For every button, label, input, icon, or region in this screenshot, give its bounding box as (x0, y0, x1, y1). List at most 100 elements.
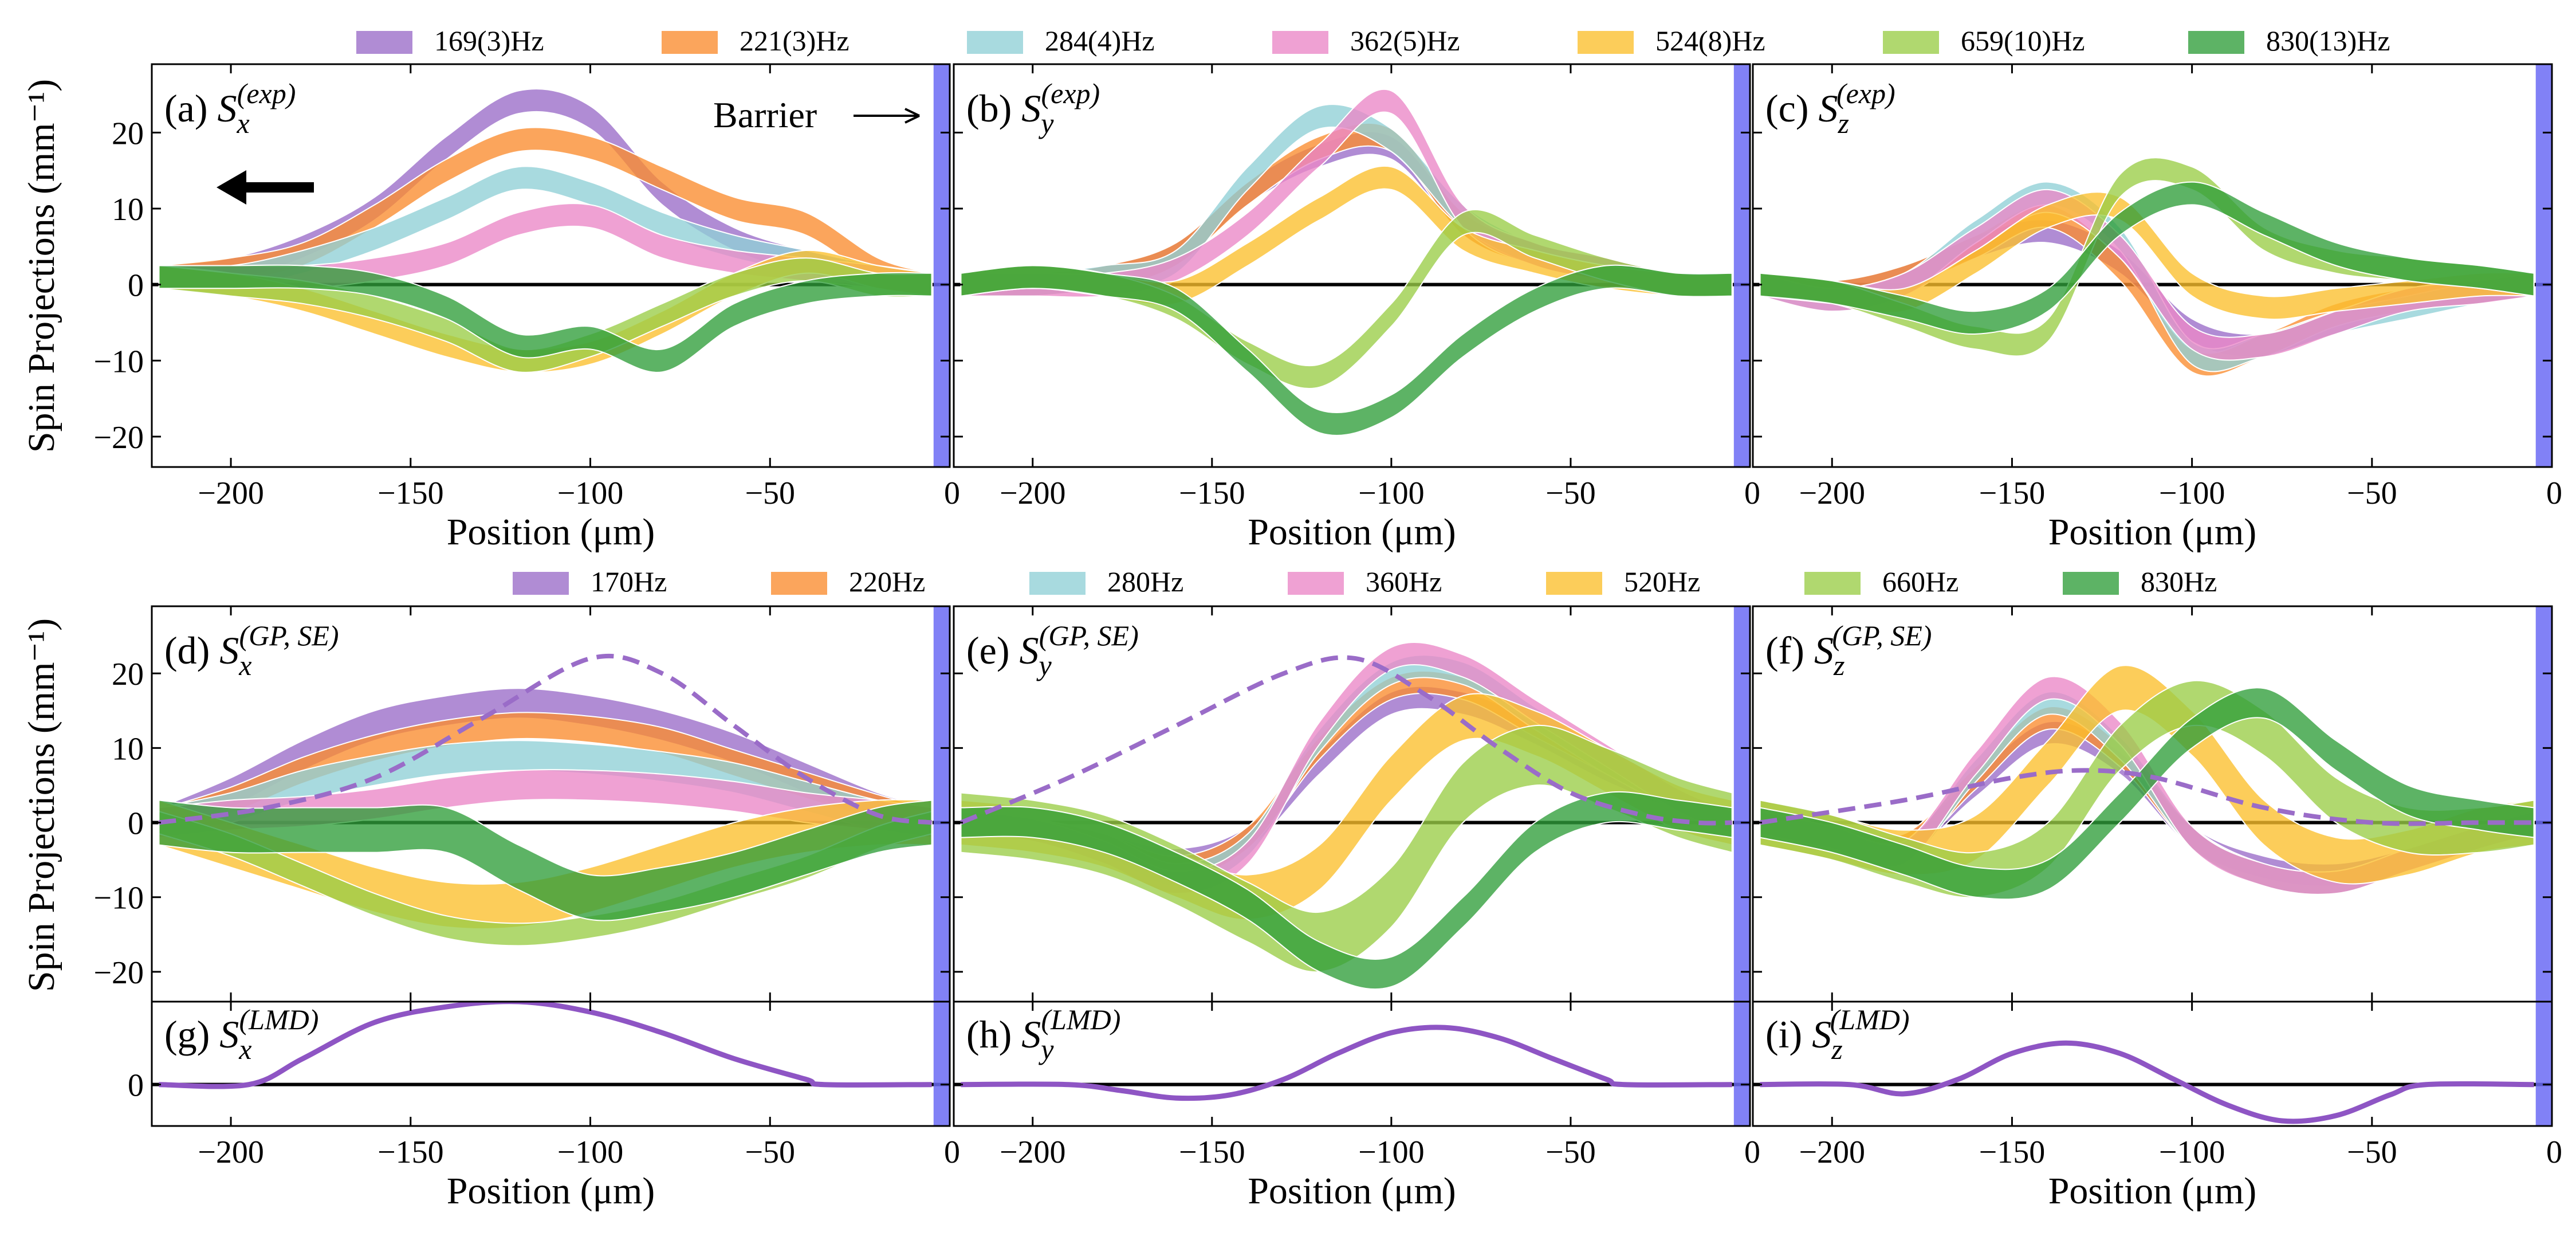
series-band-7 (158, 799, 933, 921)
legend-swatch-2 (662, 31, 718, 54)
panel-g: 0 −200 −150 −100 −50 0 Position (μm) (g) Sx(LMD… (128, 1000, 960, 1212)
xtick-label: −100 (557, 476, 624, 511)
ylabel-bottom: Spin Projections (mm⁻¹) (21, 618, 62, 992)
legend-swatch-5 (1546, 572, 1602, 595)
panel-label-c: (c) Sz(exp) (1765, 77, 1895, 139)
legend-label-1: 169(3)Hz (434, 25, 544, 57)
xtick-label: −200 (1799, 1135, 1865, 1170)
barrier-bar (2535, 1002, 2552, 1126)
panel-label-e: (e) Sy(GP, SE) (966, 619, 1139, 681)
xlabel: Position (μm) (1248, 511, 1456, 553)
legend-label-3: 280Hz (1107, 566, 1183, 598)
ytick-label: −10 (93, 344, 144, 379)
xtick-label: −150 (377, 1135, 444, 1170)
xtick-label: 0 (2546, 1135, 2562, 1170)
panel-i: −200 −150 −100 −50 0 Position (μm) (i) Sz(LMD) (1752, 1000, 2562, 1212)
reference-curve (959, 655, 1732, 826)
plot-area (159, 1002, 932, 1089)
legend-label-2: 221(3)Hz (740, 25, 850, 57)
legend-label-4: 362(5)Hz (1350, 25, 1460, 57)
ytick-label: 0 (128, 806, 144, 842)
plot-area (961, 1025, 1732, 1101)
ytick-label: 0 (128, 1068, 144, 1104)
barrier-bar (1733, 606, 1750, 1002)
panel-e: (e) Sy(GP, SE) (953, 605, 1751, 1003)
xtick-label: −50 (1545, 476, 1596, 511)
legend-bottom: 170Hz 220Hz 280Hz 360Hz 520Hz 660Hz 830Hz (513, 566, 2217, 598)
plot-area (1759, 665, 2535, 900)
barrier-label: Barrier (713, 95, 817, 135)
xtick-label: −150 (1179, 476, 1245, 511)
legend-swatch-3 (967, 31, 1023, 54)
plot-area (959, 641, 1733, 990)
legend-label-5: 520Hz (1624, 566, 1700, 598)
reference-curve (1759, 768, 2534, 826)
ytick-label: 0 (128, 268, 144, 304)
barrier-bar (933, 606, 950, 1002)
xtick-label: −100 (1358, 1135, 1425, 1170)
plot-area (960, 88, 1733, 436)
xtick-label: 0 (944, 476, 960, 511)
xtick-label: 0 (1744, 1135, 1760, 1170)
ytick-label: 20 (112, 657, 144, 692)
series-band-7 (1759, 687, 2535, 900)
xtick-label: −50 (1545, 1135, 1596, 1170)
barrier-annotation: Barrier (713, 95, 920, 135)
legend-label-7: 830Hz (2141, 566, 2217, 598)
xtick-label: −150 (1979, 1135, 2046, 1170)
xtick-label: −50 (745, 476, 795, 511)
plot-area (158, 88, 933, 373)
xtick-label: −150 (377, 476, 444, 511)
barrier-bar (933, 64, 950, 467)
series-band-6 (960, 209, 1733, 389)
legend-swatch-5 (1578, 31, 1634, 54)
xtick-label: −200 (198, 476, 264, 511)
legend-swatch-7 (2188, 31, 2244, 54)
legend-label-3: 284(4)Hz (1045, 25, 1155, 57)
ytick-label: −20 (93, 420, 144, 456)
xtick-label: −100 (557, 1135, 624, 1170)
series-band-7 (1759, 181, 2535, 335)
axes-frame (1752, 1000, 2553, 1127)
legend-top: 169(3)Hz 221(3)Hz 284(4)Hz 362(5)Hz 524(8)Hz… (356, 25, 2390, 57)
legend-label-5: 524(8)Hz (1655, 25, 1765, 57)
lmd-curve (1760, 1040, 2534, 1124)
xlabel: Position (μm) (2048, 511, 2257, 553)
plot-area (1759, 157, 2535, 377)
xlabel: Position (μm) (2048, 1170, 2257, 1212)
barrier-bar (933, 1002, 950, 1126)
lmd-curve (961, 1025, 1732, 1101)
legend-swatch-1 (513, 572, 569, 595)
legend-label-4: 360Hz (1366, 566, 1442, 598)
barrier-bar (1733, 64, 1750, 467)
legend-label-6: 659(10)Hz (1961, 25, 2085, 57)
barrier-arrow-head (904, 108, 920, 124)
axes-frame (1752, 63, 2553, 468)
xtick-label: −150 (1179, 1135, 1245, 1170)
ytick-label: −10 (93, 881, 144, 916)
xlabel: Position (μm) (447, 1170, 655, 1212)
xtick-label: −200 (1000, 476, 1066, 511)
panel-f: (f) Sz(GP, SE) (1752, 605, 2553, 1003)
legend-swatch-4 (1272, 31, 1328, 54)
xtick-label: 0 (1744, 476, 1760, 511)
xtick-label: 0 (2546, 476, 2562, 511)
axes-frame (953, 63, 1751, 468)
legend-label-2: 220Hz (849, 566, 925, 598)
panel-label-h: (h) Sy(LMD) (966, 1003, 1120, 1065)
ytick-label: 10 (112, 731, 144, 767)
panel-h: −200 −150 −100 −50 0 Position (μm) (h) Sy(LMD) (953, 1000, 1760, 1212)
xtick-label: −50 (2347, 476, 2397, 511)
legend-swatch-4 (1288, 572, 1344, 595)
legend-swatch-6 (1804, 572, 1861, 595)
xlabel: Position (μm) (1248, 1170, 1456, 1212)
series-band-7 (960, 264, 1733, 436)
xtick-label: −200 (1799, 476, 1865, 511)
direction-arrow-head (217, 170, 246, 205)
legend-swatch-7 (2063, 572, 2119, 595)
axes-frame (953, 1000, 1751, 1127)
barrier-bar (1733, 1002, 1750, 1126)
